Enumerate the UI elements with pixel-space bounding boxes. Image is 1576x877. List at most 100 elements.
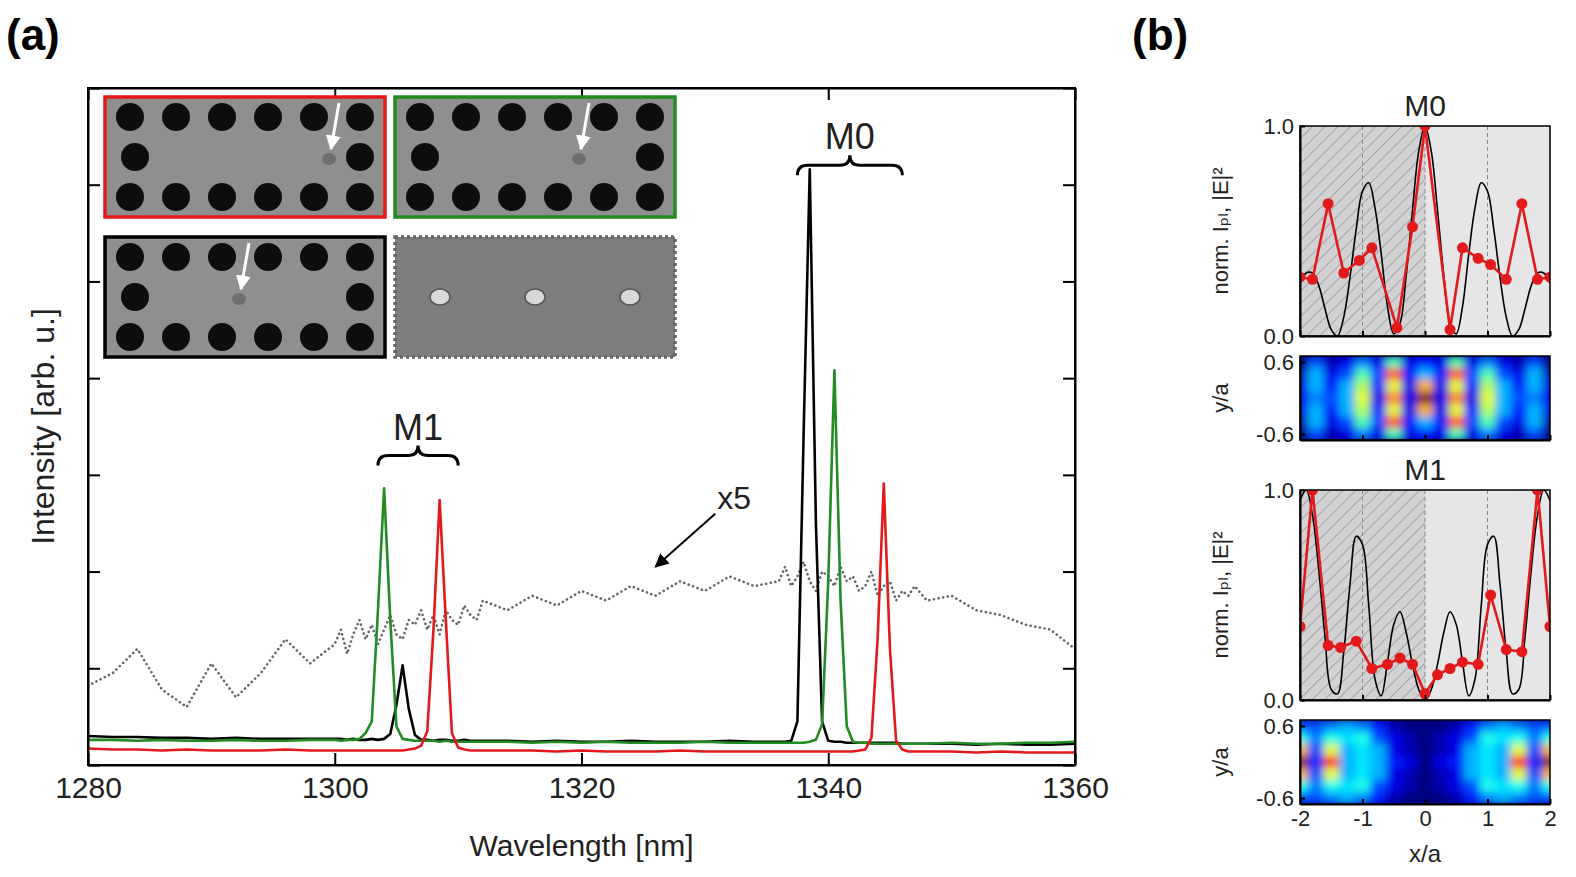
heatmap-cell (1323, 380, 1339, 393)
heatmap-cell (1308, 368, 1324, 381)
heatmap-cell (1464, 428, 1480, 440)
tick-mark (1300, 435, 1302, 440)
heatmap-cell (1542, 392, 1550, 405)
pl-point (1501, 644, 1512, 655)
tick (1300, 331, 1301, 336)
tick-label: 2 (1544, 806, 1556, 831)
sem-hole (300, 243, 328, 271)
heatmap-cell (1511, 756, 1527, 769)
x-axis-title: x/a (1409, 840, 1442, 867)
heatmap-cell (1495, 392, 1511, 405)
heatmap-cell (1402, 744, 1418, 757)
sem-hole (636, 183, 664, 211)
heatmap-cell (1464, 792, 1480, 804)
sem-hole (346, 143, 374, 171)
heatmap-cell (1402, 368, 1418, 381)
heatmap-cell (1480, 428, 1496, 440)
sem-hole (544, 103, 572, 131)
heatmap-cell (1464, 404, 1480, 417)
tick-label: 0.0 (1263, 688, 1294, 713)
heatmap-cell (1339, 720, 1355, 733)
tick (1063, 88, 1075, 89)
tick-mark (1063, 474, 1075, 476)
pl-point (1323, 198, 1334, 209)
axis-line (1300, 127, 1302, 337)
plot-area (1300, 356, 1550, 440)
heatmap-cell (1527, 404, 1543, 417)
sem-hole (346, 103, 374, 131)
tick (1300, 695, 1301, 700)
heatmap-cell (1448, 756, 1464, 769)
tick (88, 765, 100, 766)
heatmap-cell (1542, 744, 1550, 757)
inset-frame (105, 97, 385, 217)
axis (1063, 89, 1076, 766)
heatmap-cell (1339, 392, 1355, 405)
heatmap-cell (1448, 380, 1464, 393)
sem-hole (254, 323, 282, 351)
sem-hole (498, 103, 526, 131)
plot-frame (88, 88, 1075, 765)
grid-line (1300, 490, 1301, 700)
heatmap-cell (1542, 756, 1550, 769)
heatmap-cell (1542, 768, 1550, 781)
tick: 1320 (549, 753, 616, 804)
heatmap-cell (1308, 416, 1324, 429)
heatmap-cell (1433, 720, 1449, 733)
heatmap-cell (1433, 768, 1449, 781)
heatmap-cell (1448, 416, 1464, 429)
tick (1488, 331, 1489, 336)
heatmap-cell (1527, 368, 1543, 381)
sem-inset (105, 237, 385, 357)
inset-frame (395, 237, 675, 357)
heatmap-cell (1433, 380, 1449, 393)
axis: 0.01.0 (1263, 478, 1305, 713)
heatmap-cell (1386, 732, 1402, 745)
heatmap-cell (1433, 780, 1449, 793)
heatmap-cell (1386, 380, 1402, 393)
subplot: 0.6-0.6-2-1012y/ax/a (1208, 714, 1559, 867)
heatmap-cell (1339, 768, 1355, 781)
heatmap-cell (1542, 428, 1550, 440)
heatmap-cell (1480, 756, 1496, 769)
axis: 0.01.0 (1263, 114, 1305, 349)
tick-mark (1362, 799, 1364, 804)
tick: 0.0 (1263, 324, 1305, 349)
sem-hole (208, 183, 236, 211)
pl-point (1354, 255, 1365, 266)
y-axis-title: norm. Iₚₗ, |E|² (1208, 531, 1233, 658)
heatmap-cell (1495, 356, 1511, 369)
sem-hole (300, 323, 328, 351)
sem-hole (406, 183, 434, 211)
heatmap-cell (1448, 428, 1464, 440)
tick (1063, 185, 1075, 186)
sem-hole (300, 103, 328, 131)
shaded-region (1300, 126, 1425, 336)
tick: 1340 (795, 753, 862, 804)
tick (1550, 695, 1551, 700)
heatmap-cell (1527, 780, 1543, 793)
tick-mark (1550, 799, 1552, 804)
sem-hole (346, 323, 374, 351)
pl-point (1420, 126, 1431, 132)
tick-mark (1425, 331, 1427, 336)
heatmap-cell (1339, 732, 1355, 745)
heatmap-cell (1448, 780, 1464, 793)
tick: 1 (1482, 799, 1494, 831)
sem-hole (452, 183, 480, 211)
tick (1300, 435, 1301, 440)
tick (1425, 695, 1426, 700)
pl-point (1485, 590, 1496, 601)
heatmap-cell (1355, 392, 1371, 405)
pl-point (1382, 659, 1393, 670)
tick-mark (1362, 435, 1364, 440)
sem-image (395, 237, 675, 357)
sem-hole (162, 103, 190, 131)
heatmap-cell (1480, 744, 1496, 757)
tick (88, 572, 100, 573)
heatmap-cell (1464, 368, 1480, 381)
plot-background (1300, 126, 1550, 336)
heatmap-cell (1448, 392, 1464, 405)
tick (1550, 435, 1551, 440)
heatmap-cell (1495, 732, 1511, 745)
